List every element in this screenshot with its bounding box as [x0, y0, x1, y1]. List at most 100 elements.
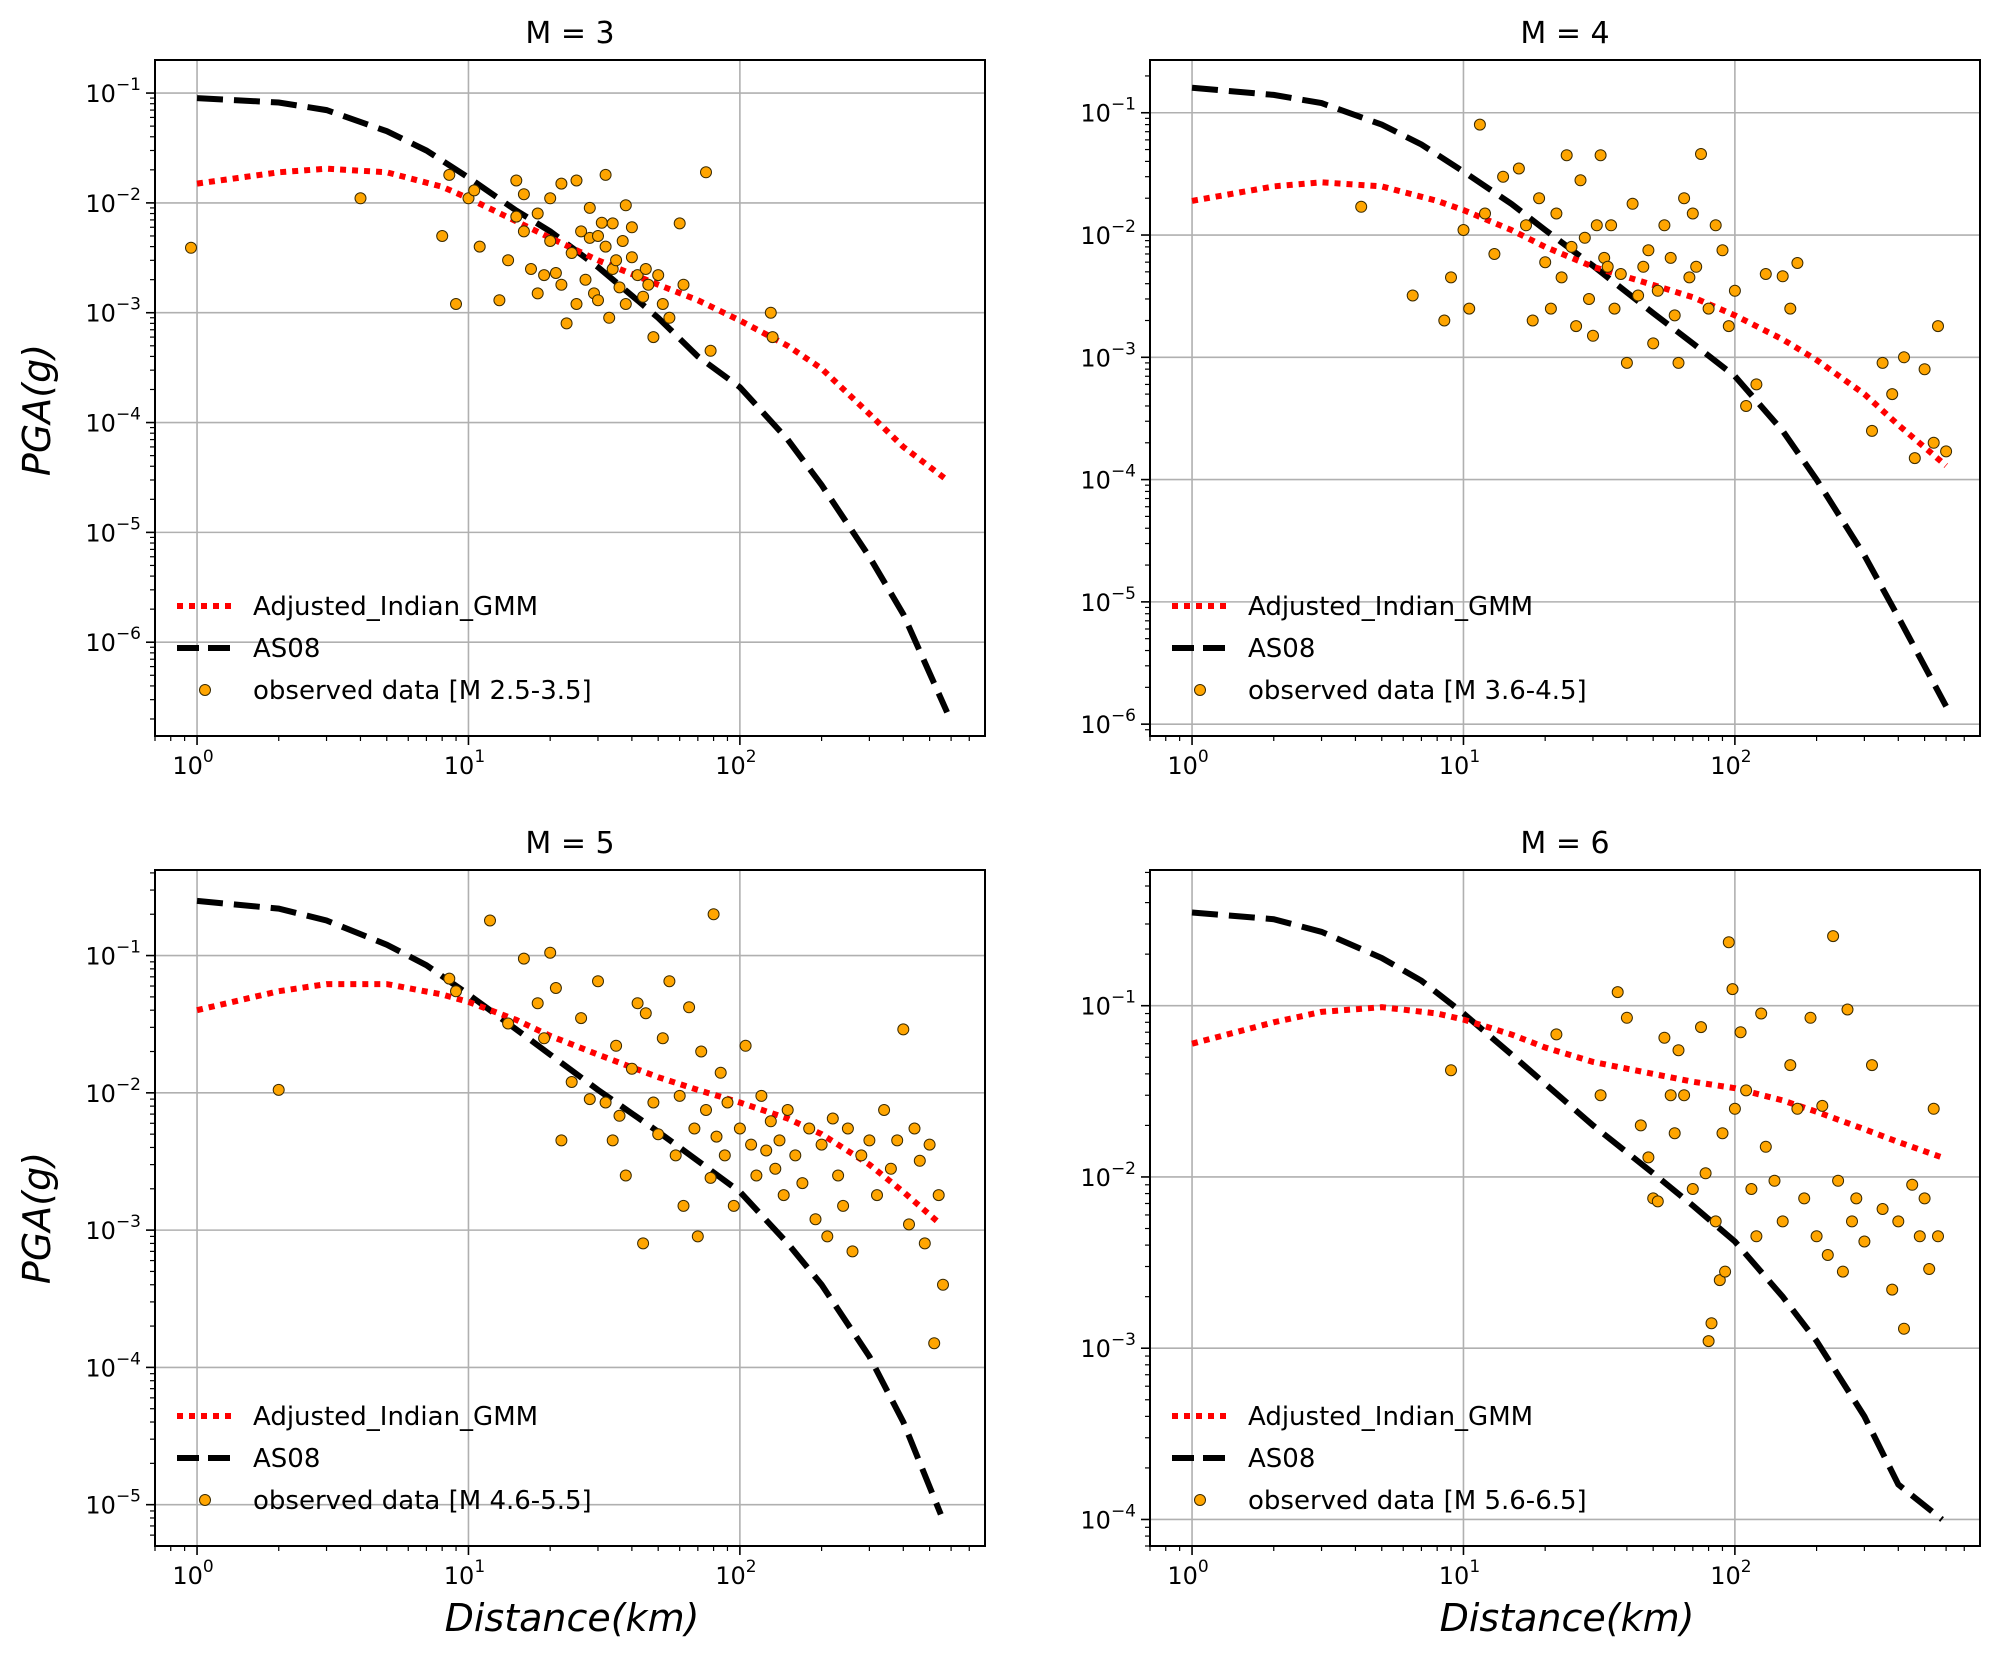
x-axis-label-right: Distance(km) [1440, 1596, 1695, 1640]
observed-point [610, 254, 623, 267]
y-tick-label: 10−3 [1080, 339, 1136, 372]
observed-point [1768, 1174, 1781, 1187]
observed-point [493, 294, 506, 307]
observed-point [707, 908, 720, 921]
observed-point [1836, 1265, 1849, 1278]
observed-point [656, 298, 669, 310]
observed-point [647, 331, 660, 344]
observed-point [1355, 200, 1368, 213]
observed-point [555, 278, 568, 291]
legend-swatch-observed [1194, 1494, 1206, 1506]
observed-point [727, 1199, 740, 1212]
observed-point [1678, 1089, 1691, 1102]
legend-label-observed: observed data [M 3.6-4.5] [1248, 676, 1587, 706]
observed-point [1866, 424, 1878, 437]
observed-point [603, 311, 616, 324]
observed-point [1632, 289, 1645, 302]
observed-point [579, 273, 592, 286]
observed-point [616, 235, 629, 247]
observed-point [606, 217, 619, 230]
observed-point [923, 1138, 936, 1151]
observed-point [710, 1130, 723, 1143]
panel-2: 100 101 102 10−6 10−5 10−4 10−3 10−2 10−1 M = 4 Ad… [1080, 16, 1981, 780]
observed-point [1664, 1089, 1677, 1102]
y-tick-label: 10−4 [1080, 462, 1136, 495]
observed-point [1473, 118, 1486, 131]
as08-line [196, 897, 944, 1516]
observed-point [1791, 257, 1804, 269]
observed-point [484, 914, 496, 927]
observed-point [837, 1199, 850, 1212]
observed-point [1611, 986, 1624, 999]
observed-point [1668, 1127, 1681, 1140]
observed-point [1587, 329, 1599, 342]
observed-point [781, 1104, 794, 1116]
x-tick-label: 100 [172, 747, 213, 780]
y-tick-label: 10−4 [85, 405, 141, 438]
observed-point [1858, 1235, 1871, 1248]
observed-point [1918, 1192, 1931, 1205]
observed-point [1918, 363, 1931, 376]
x-tick-label: 102 [715, 747, 756, 780]
observed-point [565, 247, 578, 259]
observed-point [592, 230, 604, 242]
observed-point [1642, 1151, 1655, 1164]
observed-point [637, 1237, 650, 1250]
observed-point [1784, 1059, 1797, 1072]
observed-point [555, 1134, 568, 1147]
observed-point [928, 1337, 941, 1350]
legend-swatch-observed [199, 1494, 211, 1506]
observed-point [1908, 452, 1921, 465]
observed-point [570, 174, 583, 187]
observed-point [1898, 351, 1910, 364]
observed-point [932, 1189, 945, 1202]
observed-point [1821, 1249, 1834, 1261]
observed-point [544, 946, 557, 959]
x-tick-label: 101 [444, 1557, 485, 1590]
observed-point [1626, 197, 1639, 210]
observed-point [821, 1230, 834, 1243]
observed-point [610, 1039, 623, 1052]
observed-point [436, 230, 449, 242]
observed-point [766, 331, 779, 344]
observed-point [1647, 337, 1660, 350]
observed-point [669, 1149, 682, 1162]
y-tick-label: 10−1 [85, 75, 141, 108]
observed-point [1932, 320, 1944, 333]
observed-point [739, 1039, 752, 1052]
observed-point [1463, 302, 1476, 315]
observed-point [1776, 1215, 1789, 1228]
observed-point [613, 1109, 626, 1122]
observed-point [502, 254, 515, 267]
observed-point [1686, 1183, 1699, 1195]
observed-point [1927, 436, 1940, 449]
observed-point [796, 1177, 809, 1190]
observed-point [656, 1032, 669, 1045]
y-tick-label: 10−5 [85, 1487, 141, 1520]
observed-point [1512, 162, 1525, 175]
y-axis-label-bottom: PGA(g) [15, 1152, 59, 1284]
observed-point [549, 267, 562, 279]
panel-title: M = 6 [1520, 826, 1609, 861]
observed-point [677, 278, 690, 291]
observed-point [1940, 445, 1953, 458]
observed-point [549, 982, 562, 994]
observed-point [1709, 219, 1722, 232]
observed-point [884, 1162, 897, 1175]
observed-point [704, 1171, 717, 1184]
observed-point [443, 972, 456, 985]
observed-point [544, 235, 557, 247]
observed-point [913, 1154, 926, 1167]
observed-point [1841, 1003, 1854, 1016]
observed-point [1620, 356, 1633, 369]
observed-point [663, 975, 676, 988]
y-tick-label: 10−1 [1080, 95, 1136, 128]
observed-point [1709, 1215, 1722, 1228]
observed-point [1651, 1195, 1664, 1208]
observed-point [1608, 302, 1621, 315]
y-tick-label: 10−4 [1080, 1501, 1136, 1534]
observed-point [468, 184, 481, 197]
observed-point [1913, 1230, 1926, 1243]
observed-point [599, 168, 612, 181]
observed-point [1932, 1230, 1944, 1243]
